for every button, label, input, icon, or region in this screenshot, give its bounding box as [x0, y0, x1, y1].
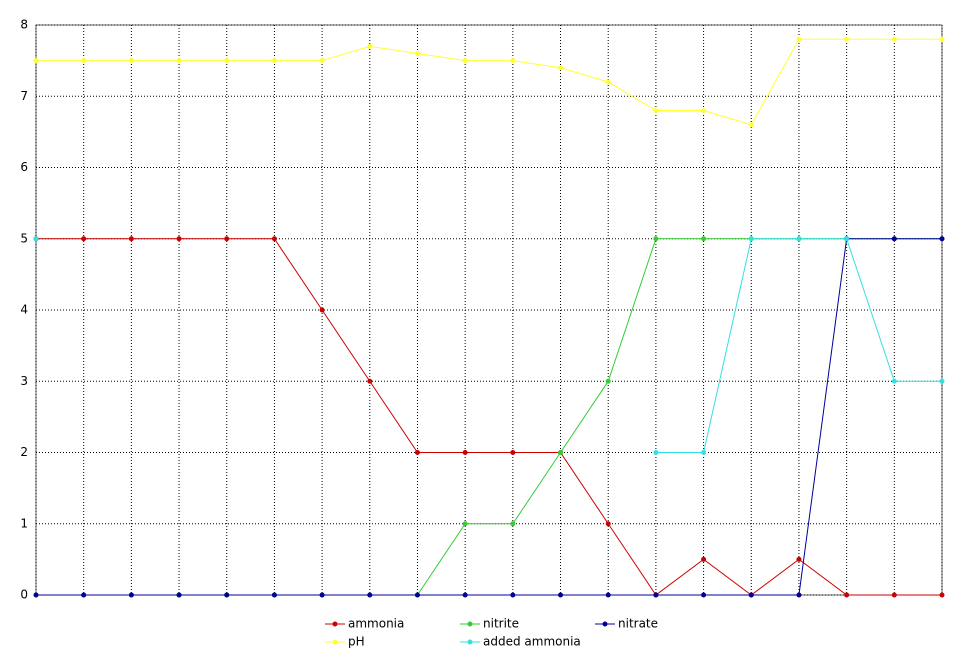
series-point	[176, 592, 182, 598]
series-point	[605, 521, 611, 527]
series-point	[653, 108, 659, 113]
series-point	[462, 58, 468, 64]
series-point	[653, 450, 659, 455]
legend-marker	[332, 639, 338, 645]
series-point	[510, 58, 516, 64]
series-point	[319, 307, 325, 313]
series-point	[510, 521, 516, 527]
series-point	[510, 450, 516, 455]
y-tick-label: 4	[20, 303, 28, 317]
series-line	[36, 238, 942, 596]
y-tick-label: 8	[20, 18, 28, 32]
series-point	[510, 592, 516, 598]
y-tick-label: 1	[20, 516, 28, 530]
legend-label: pH	[348, 635, 365, 649]
series-point	[605, 79, 611, 85]
y-tick-label: 2	[20, 445, 28, 459]
series-line	[655, 238, 942, 453]
legend-label: nitrite	[483, 617, 519, 631]
series-point	[844, 592, 850, 598]
series-point	[939, 236, 945, 242]
series-point	[891, 592, 897, 598]
series-point	[605, 592, 611, 598]
series-point	[796, 236, 802, 242]
series-point	[605, 378, 611, 384]
y-tick-label: 0	[20, 588, 28, 602]
series-point	[891, 36, 897, 42]
series-point	[701, 236, 707, 242]
series-point	[128, 592, 134, 598]
legend-marker	[602, 621, 608, 627]
series-point	[891, 378, 897, 384]
series-point	[891, 236, 897, 242]
legend-marker	[467, 639, 473, 645]
series-point	[81, 236, 87, 242]
series-point	[271, 236, 277, 242]
series-point	[796, 36, 802, 42]
series-point	[224, 236, 230, 242]
series-point	[81, 58, 87, 64]
y-tick-label: 5	[20, 231, 28, 245]
legend-label: ammonia	[348, 617, 404, 631]
series-point	[224, 592, 230, 598]
legend-marker	[332, 621, 338, 627]
series-point	[33, 236, 39, 242]
series-point	[844, 36, 850, 42]
y-tick-label: 3	[20, 374, 28, 388]
series-point	[701, 592, 707, 598]
series-point	[224, 58, 230, 64]
legend-label: nitrate	[618, 617, 658, 631]
series-point	[367, 592, 373, 598]
series-point	[653, 236, 659, 242]
legend-marker	[467, 621, 473, 627]
series-point	[319, 58, 325, 64]
series-point	[33, 592, 39, 598]
series-point	[367, 378, 373, 384]
series-point	[128, 236, 134, 242]
series-point	[939, 36, 945, 42]
series-point	[176, 236, 182, 242]
series-point	[462, 450, 468, 455]
series-point	[462, 592, 468, 598]
series-point	[844, 236, 850, 242]
series-point	[796, 556, 802, 562]
series-point	[271, 58, 277, 64]
series-point	[748, 592, 754, 598]
series-point	[558, 65, 564, 71]
series-point	[176, 58, 182, 64]
y-tick-label: 7	[20, 89, 28, 103]
series-point	[748, 122, 754, 128]
series-point	[367, 43, 373, 49]
series-point	[939, 592, 945, 598]
series-point	[319, 592, 325, 598]
series-point	[414, 450, 420, 455]
series-point	[414, 592, 420, 598]
series-point	[462, 521, 468, 527]
series-point	[128, 58, 134, 64]
series-point	[653, 592, 659, 598]
series-point	[33, 58, 39, 64]
series-point	[701, 450, 707, 455]
series-point	[939, 378, 945, 384]
series-point	[748, 236, 754, 242]
series-line	[36, 238, 942, 596]
series-point	[558, 592, 564, 598]
legend-label: added ammonia	[483, 635, 581, 649]
series-point	[701, 108, 707, 113]
series-point	[414, 51, 420, 56]
series-point	[701, 556, 707, 562]
series-line	[36, 38, 942, 126]
series-point	[796, 592, 802, 598]
series-point	[558, 450, 564, 455]
y-tick-label: 6	[20, 160, 28, 174]
series-point	[81, 592, 87, 598]
series-point	[271, 592, 277, 598]
